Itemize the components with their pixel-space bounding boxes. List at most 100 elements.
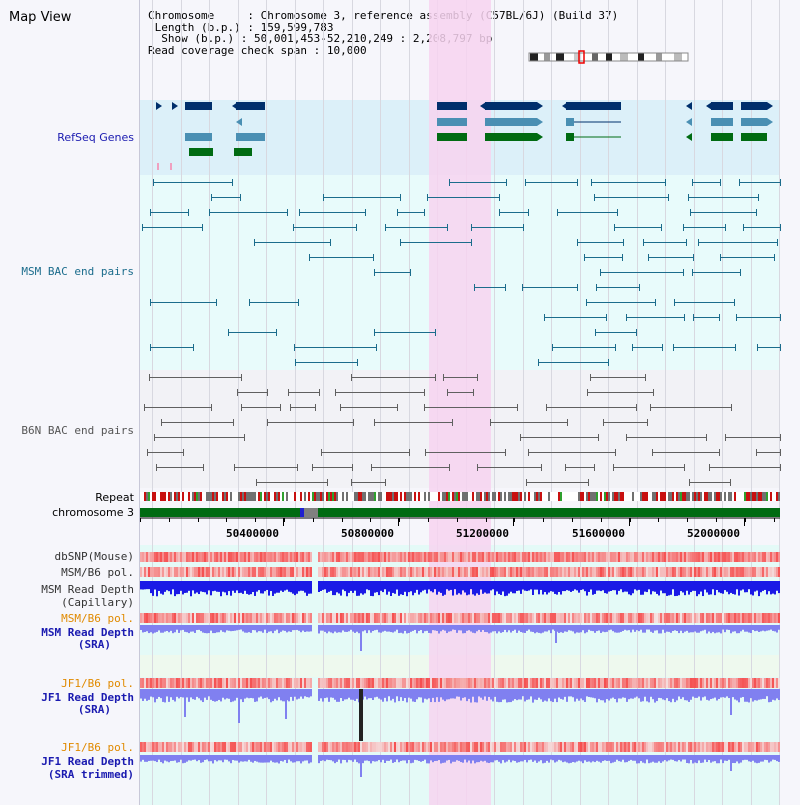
msm-cap-depth-bar	[776, 581, 778, 591]
ideogram-band	[674, 53, 682, 61]
jf1-sra-depth-bar	[268, 689, 270, 700]
jf1-trim-depth-bar	[610, 755, 612, 764]
msm-cap-depth-bar	[276, 581, 278, 593]
msm-sra-depth-bar	[646, 625, 648, 630]
msm-pol2-heat-cell	[772, 613, 774, 623]
msm-pol2-heat-cell	[262, 613, 264, 623]
track-label-msm-depth-cap: MSM Read Depth	[41, 583, 134, 596]
jf1-pol2-heat-cell	[580, 742, 582, 752]
repeat-segment	[642, 492, 644, 501]
jf1-pol-heat-cell	[762, 678, 764, 688]
jf1-trim-depth-bar	[560, 755, 562, 761]
jf1-pol2-heat-cell	[324, 742, 326, 752]
jf1-sra-depth-bar	[572, 689, 574, 698]
jf1-trim-depth-bar	[720, 755, 722, 760]
msm-pol-heat-cell	[490, 567, 492, 577]
msm-cap-depth-bar	[256, 581, 258, 592]
jf1-pol-heat-cell	[568, 678, 570, 688]
jf1-sra-depth-bar	[672, 689, 674, 699]
msm-sra-depth-bar	[586, 625, 588, 633]
jf1-trim-depth-bar	[344, 755, 346, 760]
msm-sra-depth-bar	[166, 625, 168, 632]
dbsnp-heat-cell	[556, 552, 558, 562]
jf1-pol2-heat-cell	[536, 742, 538, 752]
jf1-pol-heat-cell	[602, 678, 604, 688]
jf1-sra-depth-bar	[498, 689, 500, 703]
jf1-pol-heat-cell	[454, 678, 456, 688]
msm-pol-heat-cell	[480, 567, 482, 577]
jf1-pol-heat-cell	[392, 678, 394, 688]
jf1-pol-heat-cell	[360, 678, 362, 688]
repeat-segment	[566, 492, 568, 501]
repeat-segment	[670, 492, 672, 501]
repeat-segment	[458, 492, 460, 501]
repeat-segment	[224, 492, 226, 501]
msm-pol-heat-cell	[278, 567, 280, 577]
jf1-sra-depth-bar	[752, 689, 754, 702]
jf1-pol2-heat-cell	[724, 742, 726, 752]
jf1-pol-heat-cell	[666, 678, 668, 688]
dbsnp-heat-cell	[170, 552, 172, 562]
jf1-trim-depth-bar	[436, 755, 438, 761]
repeat-segment	[422, 492, 424, 501]
jf1-sra-depth-bar	[740, 689, 742, 698]
msm-cap-depth-bar	[582, 581, 584, 590]
dbsnp-heat-cell	[754, 552, 756, 562]
jf1-pol2-heat-cell	[162, 742, 164, 752]
msm-pol2-heat-cell	[522, 613, 524, 623]
msm-pol-heat-cell	[406, 567, 408, 577]
jf1-pol-heat-cell	[476, 678, 478, 688]
msm-pol2-heat-cell	[190, 613, 192, 623]
repeat-segment	[520, 492, 522, 501]
msm-pol2-heat-cell	[496, 613, 498, 623]
jf1-sra-depth-bar	[248, 689, 250, 699]
jf1-sra-depth-bar	[732, 689, 734, 698]
jf1-trim-depth-bar	[238, 755, 240, 763]
jf1-pol2-heat-cell	[260, 742, 262, 752]
dbsnp-heat-cell	[208, 552, 210, 562]
dbsnp-heat-cell	[730, 552, 732, 562]
msm-pol2-heat-cell	[326, 613, 328, 623]
jf1-sra-depth-bar-spike	[184, 689, 186, 717]
msm-sra-depth-bar	[272, 625, 274, 634]
jf1-pol-heat-cell	[486, 678, 488, 688]
chromosome-bar	[140, 508, 780, 517]
msm-cap-depth-bar	[608, 581, 610, 592]
repeat-segment	[294, 492, 296, 501]
msm-pol2-heat-cell	[590, 613, 592, 623]
repeat-segment	[336, 492, 338, 501]
msm-sra-depth-bar	[674, 625, 676, 631]
jf1-pol2-heat-cell	[704, 742, 706, 752]
repeat-segment	[644, 492, 646, 501]
jf1-pol2-heat-cell	[484, 742, 486, 752]
msm-sra-depth-bar	[440, 625, 442, 632]
msm-pol2-heat-cell	[750, 613, 752, 623]
msm-pol-heat-cell	[228, 567, 230, 577]
dbsnp-heat-cell	[494, 552, 496, 562]
jf1-pol2-heat-cell	[520, 742, 522, 752]
repeat-segment	[142, 492, 144, 501]
jf1-sra-depth-bar	[158, 689, 160, 697]
repeat-segment	[620, 492, 622, 501]
jf1-pol2-heat-cell	[164, 742, 166, 752]
repeat-segment	[254, 492, 256, 501]
msm-pol-heat-cell	[648, 567, 650, 577]
msm-pol-heat-cell	[572, 567, 574, 577]
gene-feature	[437, 118, 467, 126]
msm-cap-depth-bar	[758, 581, 760, 597]
msm-sra-depth-bar	[452, 625, 454, 630]
jf1-pol-heat-cell	[672, 678, 674, 688]
dbsnp-heat-cell	[252, 552, 254, 562]
dbsnp-heat-cell	[212, 552, 214, 562]
msm-pol-heat-cell	[550, 567, 552, 577]
jf1-trim-depth-bar	[726, 755, 728, 761]
jf1-sra-depth-bar	[620, 689, 622, 699]
msm-sra-depth-bar	[534, 625, 536, 634]
jf1-trim-depth-bar	[480, 755, 482, 761]
msm-cap-depth-bar	[686, 581, 688, 591]
jf1-sra-depth-bar	[638, 689, 640, 699]
msm-pol-heat-cell	[446, 567, 448, 577]
dbsnp-heat-cell	[278, 552, 280, 562]
msm-cap-depth-bar	[704, 581, 706, 590]
